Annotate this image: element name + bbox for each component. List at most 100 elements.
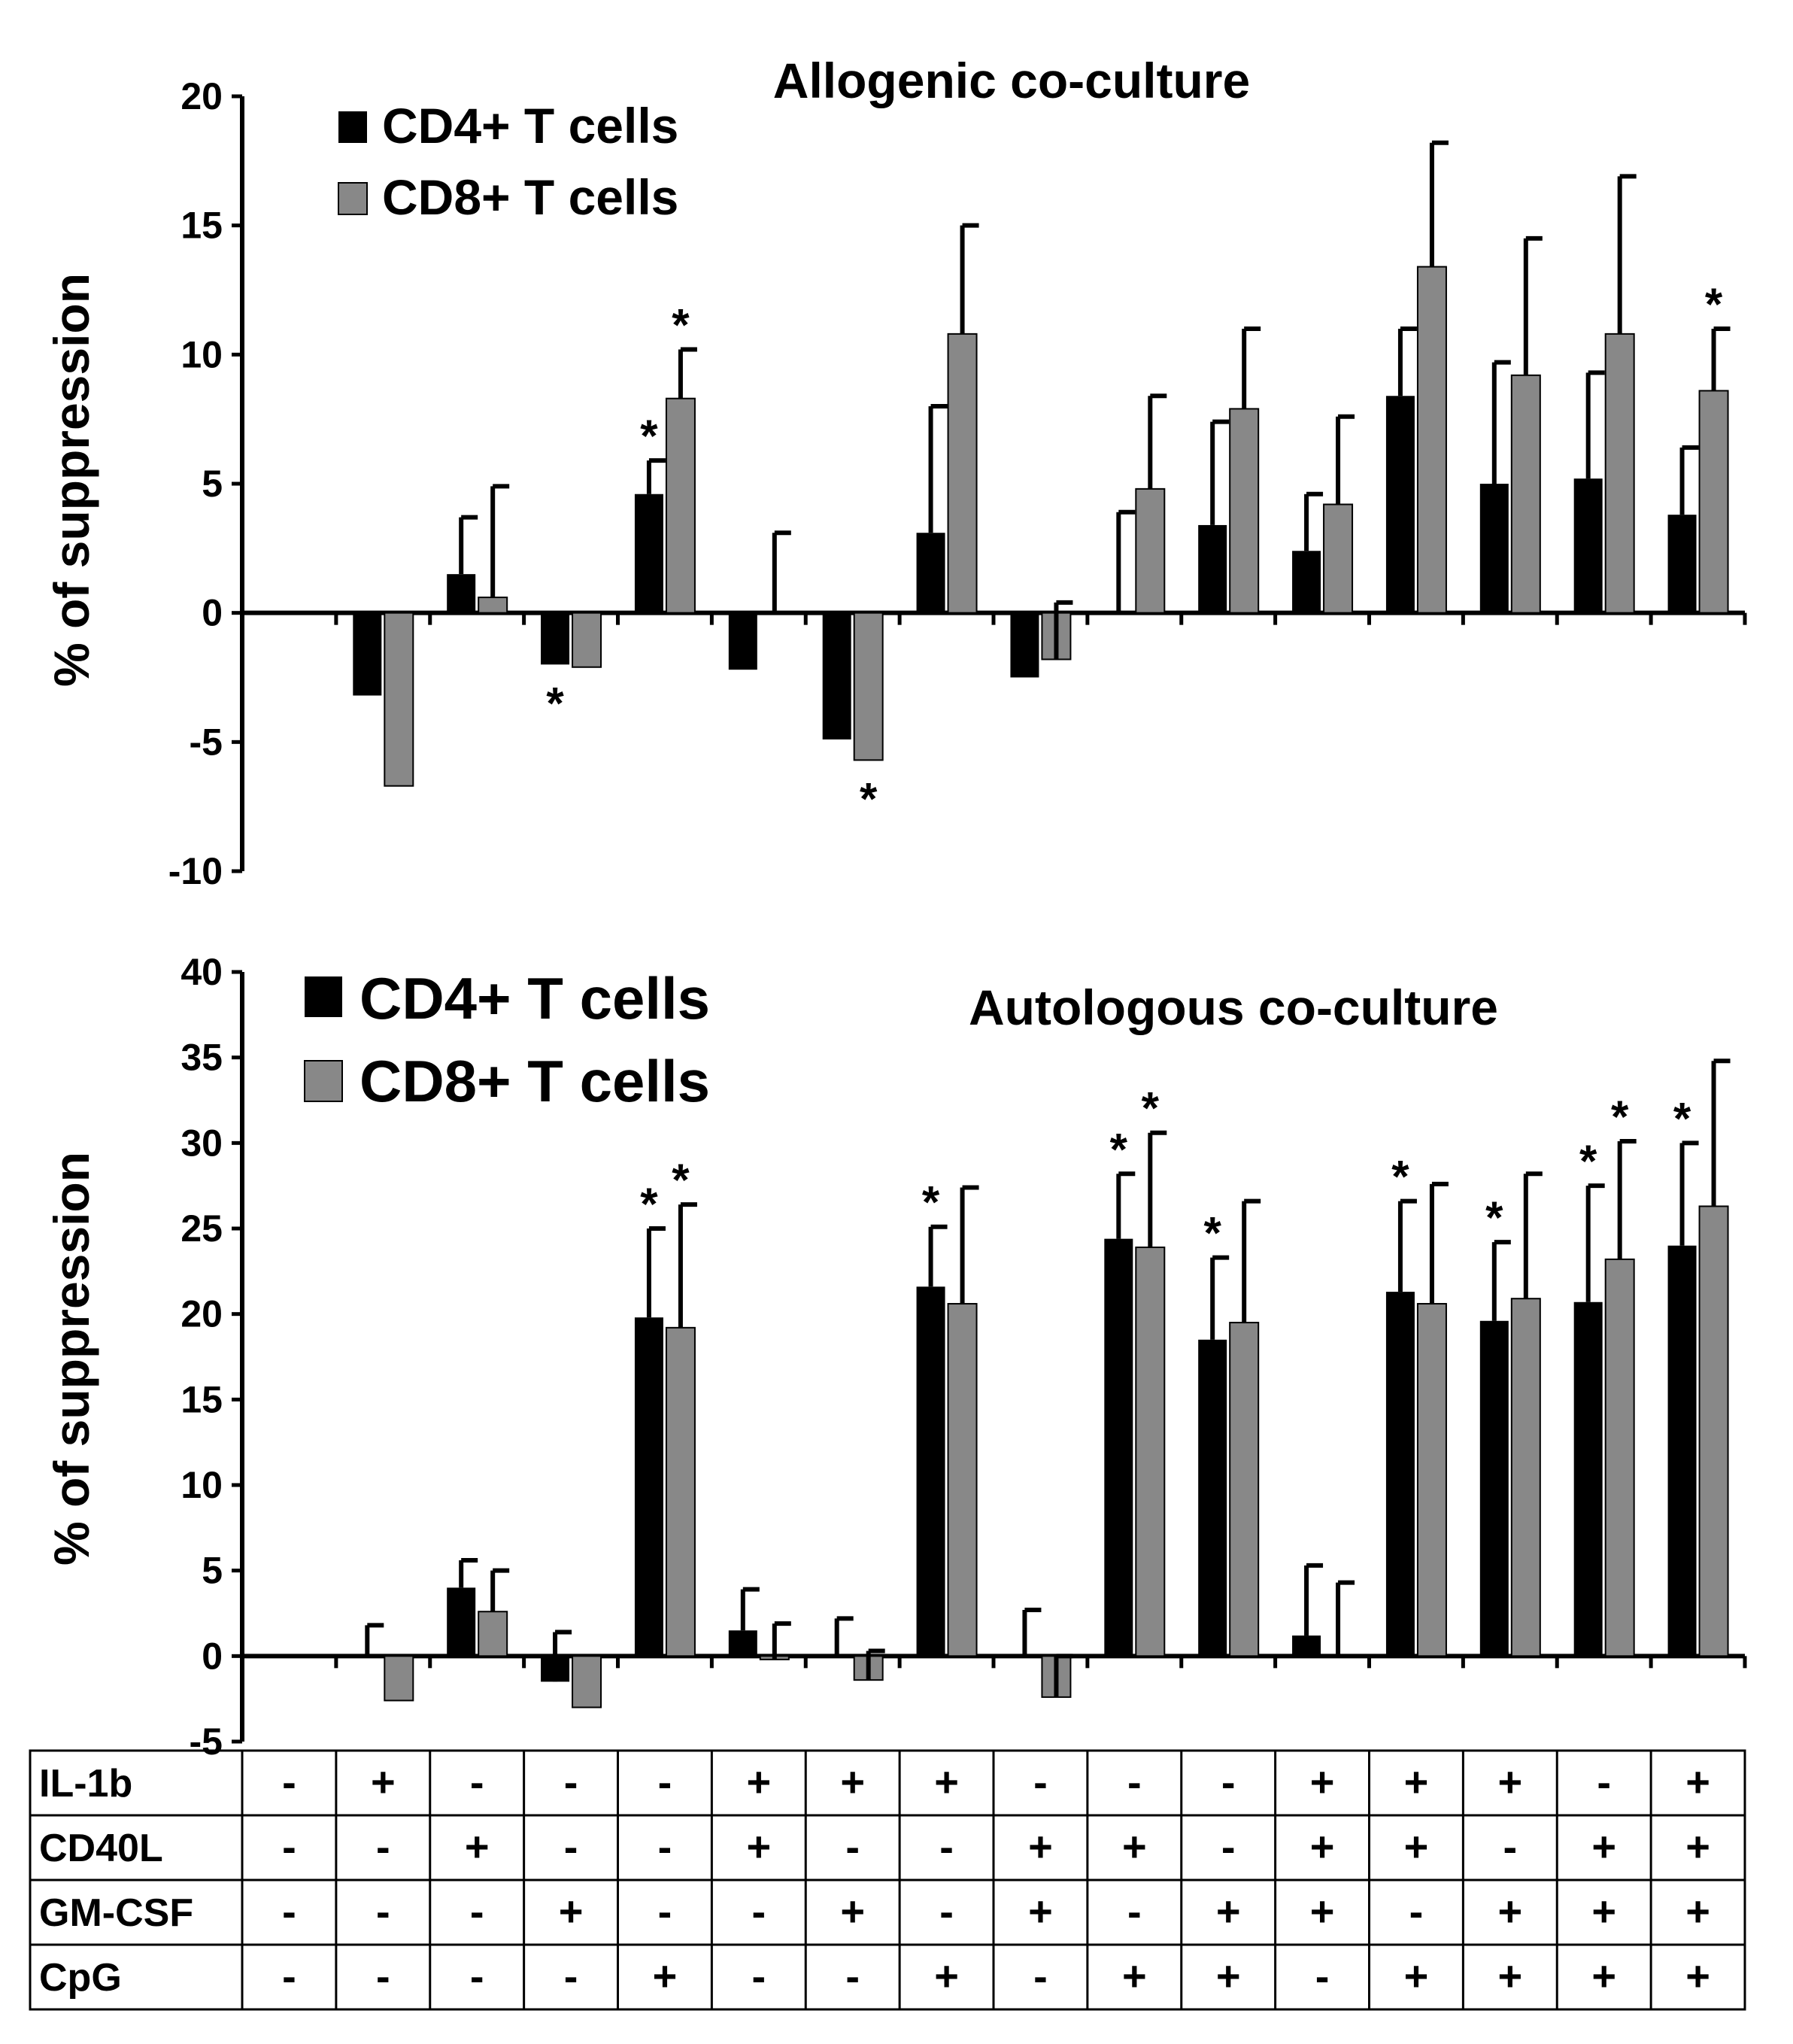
cd4-bar (634, 494, 663, 613)
cd8-bar (1135, 487, 1166, 614)
y-tick-label: 5 (202, 1550, 223, 1592)
significance-star: * (1204, 1208, 1222, 1259)
cd8-bar (1698, 390, 1729, 614)
y-tick-label: 20 (181, 75, 223, 117)
table-cell: - (282, 1823, 296, 1870)
legend-label-cd4: CD4+ T cells (382, 98, 678, 153)
table-cell: - (470, 1758, 484, 1806)
table-cell: - (376, 1888, 390, 1935)
conditions-table: IL-1b - + - - - + + + - - - + + + - + CD40L - - + - - + - - + + - + + -… (29, 1749, 1746, 2011)
table-cell: - (751, 1952, 766, 2000)
chart-title: Allogenic co-culture (773, 53, 1250, 108)
y-tick-label: 0 (202, 1635, 223, 1677)
significance-star: * (1579, 1136, 1597, 1186)
cd8-bar (1416, 1303, 1447, 1657)
table-cell: + (1591, 1823, 1616, 1870)
table-cell: + (1028, 1888, 1053, 1935)
cd4-bar (1292, 1636, 1321, 1657)
legend: CD4+ T cells CD8+ T cells (338, 98, 678, 225)
table-cell: + (1122, 1952, 1147, 2000)
cd4-bar (353, 612, 382, 696)
table-cell: - (1221, 1758, 1236, 1806)
cd8-bar (665, 397, 696, 614)
legend-label-cd8: CD8+ T cells (382, 169, 678, 225)
allogenic-panel: Allogenic co-culture % of suppression CD… (44, 53, 1747, 892)
table-cell: - (1221, 1823, 1236, 1870)
cd4-bar (822, 612, 851, 740)
cd4-bar (728, 612, 757, 670)
table-cell: + (1497, 1888, 1522, 1935)
cd4-bar (1198, 524, 1227, 613)
cd8-bar (572, 1655, 602, 1708)
legend-label-cd8: CD8+ T cells (360, 1048, 710, 1114)
legend-label-cd4: CD4+ T cells (360, 965, 710, 1031)
table-cell: + (1216, 1888, 1241, 1935)
table-cell: - (1409, 1888, 1424, 1935)
y-tick-label: -10 (168, 850, 223, 892)
table-cell: - (1597, 1758, 1611, 1806)
table-cell: + (1591, 1888, 1616, 1935)
significance-star: * (1611, 1092, 1629, 1142)
table-cell: - (376, 1952, 390, 2000)
table-cell: + (746, 1823, 771, 1870)
table-cell: - (376, 1823, 390, 1870)
y-tick-label: 20 (181, 1293, 223, 1335)
table-cell: + (840, 1758, 865, 1806)
cd8-bar (1229, 1322, 1260, 1657)
significance-star: * (922, 1177, 940, 1228)
significance-star: * (1485, 1192, 1503, 1243)
cd4-bar (916, 533, 945, 613)
table-cell: + (840, 1888, 865, 1935)
cd8-bar (947, 1303, 978, 1657)
table-cell: - (282, 1952, 296, 2000)
table-cell: - (470, 1888, 484, 1935)
y-tick-label: 5 (202, 463, 223, 505)
significance-star: * (672, 299, 690, 350)
table-cell: + (559, 1888, 584, 1935)
table-cell: - (1033, 1952, 1048, 2000)
significance-star: * (1705, 279, 1723, 330)
table-cell: + (746, 1758, 771, 1806)
y-tick-label: -5 (190, 1721, 223, 1763)
legend: CD4+ T cells CD8+ T cells (304, 965, 710, 1114)
table-cell: + (1310, 1758, 1335, 1806)
cd4-bar (634, 1317, 663, 1657)
table-cell: + (1591, 1952, 1616, 2000)
table-cell: + (1310, 1823, 1335, 1870)
table-cell: - (564, 1952, 578, 2000)
cd8-bar (853, 612, 884, 761)
cd4-bar (447, 574, 476, 613)
y-axis-label: % of suppression (44, 273, 99, 687)
cd4-bar (1198, 1339, 1227, 1657)
cd4-bar (916, 1286, 945, 1657)
significance-star: * (1391, 1152, 1409, 1202)
table-cell: - (282, 1758, 296, 1806)
y-tick-label: 35 (181, 1037, 223, 1079)
table-cell: + (1404, 1823, 1429, 1870)
table-cell: + (934, 1758, 959, 1806)
cd8-bar (478, 597, 508, 614)
table-cell: + (1497, 1758, 1522, 1806)
table-cell: + (1685, 1952, 1710, 2000)
table-cell: - (470, 1952, 484, 2000)
table-cell: + (1685, 1888, 1710, 1935)
table-cell: + (465, 1823, 490, 1870)
cd4-bar (1479, 484, 1509, 613)
cd8-bar (1510, 1298, 1541, 1657)
legend-swatch-cd4 (305, 976, 342, 1017)
chart-title: Autologous co-culture (969, 979, 1498, 1035)
table-cell: + (371, 1758, 396, 1806)
table-cell: - (658, 1823, 672, 1870)
cd4-bar (1667, 1245, 1697, 1657)
table-row-label: CD40L (39, 1827, 163, 1870)
cd8-bar (1510, 374, 1541, 614)
table-row-label: GM-CSF (39, 1891, 193, 1935)
significance-star: * (860, 773, 878, 824)
table-cell: + (1310, 1888, 1335, 1935)
table-row-label: CpG (39, 1956, 122, 2000)
significance-star: * (1110, 1124, 1128, 1174)
table-cell: + (1497, 1952, 1522, 2000)
cd4-bar (1292, 551, 1321, 613)
cd8-bar (478, 1611, 508, 1657)
table-row-label: IL-1b (39, 1762, 132, 1806)
